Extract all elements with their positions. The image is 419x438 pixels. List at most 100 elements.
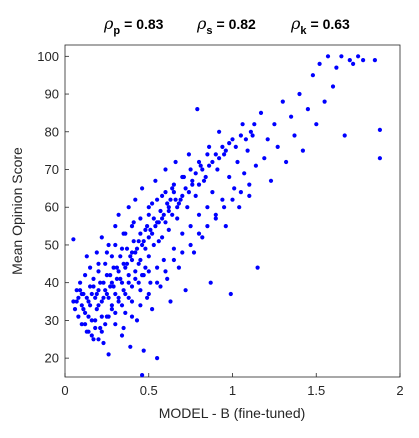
- data-point: [183, 186, 188, 191]
- data-point: [176, 201, 181, 206]
- data-point: [129, 257, 135, 263]
- data-point: [248, 129, 253, 134]
- data-point: [126, 273, 131, 278]
- data-point: [361, 58, 366, 63]
- data-point: [166, 205, 171, 210]
- data-point: [165, 201, 170, 206]
- data-point: [133, 197, 138, 202]
- x-tick-label: 2: [396, 383, 403, 398]
- data-point: [99, 329, 104, 334]
- data-point: [106, 295, 111, 300]
- plot-area: [64, 44, 401, 378]
- y-tick-label: 70: [45, 162, 59, 177]
- plot-frame: [64, 44, 401, 378]
- data-point: [213, 152, 218, 157]
- data-point: [342, 133, 347, 138]
- data-point: [118, 276, 123, 281]
- data-point: [96, 269, 101, 274]
- data-point: [150, 201, 155, 206]
- data-point: [141, 348, 146, 353]
- data-point: [195, 107, 200, 112]
- data-point: [101, 295, 106, 300]
- data-point: [300, 148, 305, 153]
- data-point: [186, 152, 191, 157]
- data-point: [238, 190, 243, 195]
- data-point: [113, 242, 118, 248]
- data-point: [145, 224, 150, 229]
- data-point: [193, 171, 198, 176]
- data-point: [108, 284, 113, 289]
- data-point: [155, 280, 160, 285]
- data-point: [74, 299, 79, 304]
- data-point: [83, 310, 88, 315]
- data-point: [133, 276, 138, 281]
- spearman-symbol: ρ: [196, 14, 207, 33]
- data-point: [207, 144, 212, 149]
- y-tick-label: 40: [45, 275, 59, 290]
- data-point: [237, 205, 242, 210]
- data-point: [220, 197, 225, 202]
- data-point: [222, 205, 227, 210]
- data-point: [155, 197, 160, 202]
- data-point: [217, 129, 222, 134]
- data-point: [185, 205, 190, 210]
- data-point: [170, 186, 175, 191]
- data-point: [210, 190, 215, 195]
- data-point: [175, 216, 180, 221]
- data-point: [91, 337, 96, 342]
- data-point: [146, 235, 151, 240]
- data-point: [146, 254, 151, 259]
- data-point: [171, 246, 176, 251]
- data-point: [104, 291, 109, 297]
- spearman-correlation: ρs = 0.82: [196, 14, 256, 37]
- data-point: [151, 216, 156, 221]
- data-point: [123, 291, 128, 297]
- data-point: [155, 220, 160, 225]
- data-point: [196, 212, 202, 217]
- data-point: [143, 265, 148, 270]
- data-point: [111, 284, 116, 289]
- data-point: [161, 257, 166, 263]
- data-points: [71, 54, 382, 378]
- data-point: [89, 333, 94, 338]
- y-tick-label: 80: [45, 124, 59, 139]
- data-point: [280, 99, 285, 104]
- data-point: [215, 167, 220, 172]
- data-point: [88, 265, 93, 270]
- data-point: [86, 314, 91, 319]
- data-point: [183, 288, 188, 293]
- data-point: [72, 307, 78, 312]
- data-point: [168, 299, 173, 304]
- data-point: [180, 174, 185, 180]
- data-point: [138, 257, 143, 263]
- data-point: [148, 280, 153, 285]
- data-point: [377, 127, 382, 132]
- data-point: [156, 239, 161, 244]
- data-point: [201, 178, 207, 183]
- data-point: [178, 197, 183, 202]
- x-tick-label: 0.5: [140, 383, 158, 398]
- data-point: [252, 122, 257, 127]
- data-point: [372, 58, 377, 63]
- data-point: [114, 276, 119, 281]
- data-point: [136, 261, 141, 266]
- data-point: [109, 307, 114, 312]
- data-point: [173, 159, 178, 165]
- data-point: [129, 299, 135, 304]
- data-point: [163, 167, 168, 172]
- data-point: [106, 352, 111, 357]
- data-point: [136, 239, 141, 244]
- data-point: [133, 269, 138, 274]
- x-axis-ticks: 0 0.5 1 1.5 2: [61, 373, 404, 398]
- y-tick-label: 20: [45, 351, 59, 366]
- data-point: [121, 288, 126, 293]
- data-point: [86, 329, 91, 334]
- data-point: [143, 246, 148, 251]
- data-point: [240, 122, 245, 127]
- kendall-correlation: ρk = 0.63: [290, 14, 350, 37]
- data-point: [170, 212, 175, 217]
- data-point: [163, 220, 168, 225]
- data-point: [253, 163, 258, 168]
- x-tick-label: 0: [61, 383, 68, 398]
